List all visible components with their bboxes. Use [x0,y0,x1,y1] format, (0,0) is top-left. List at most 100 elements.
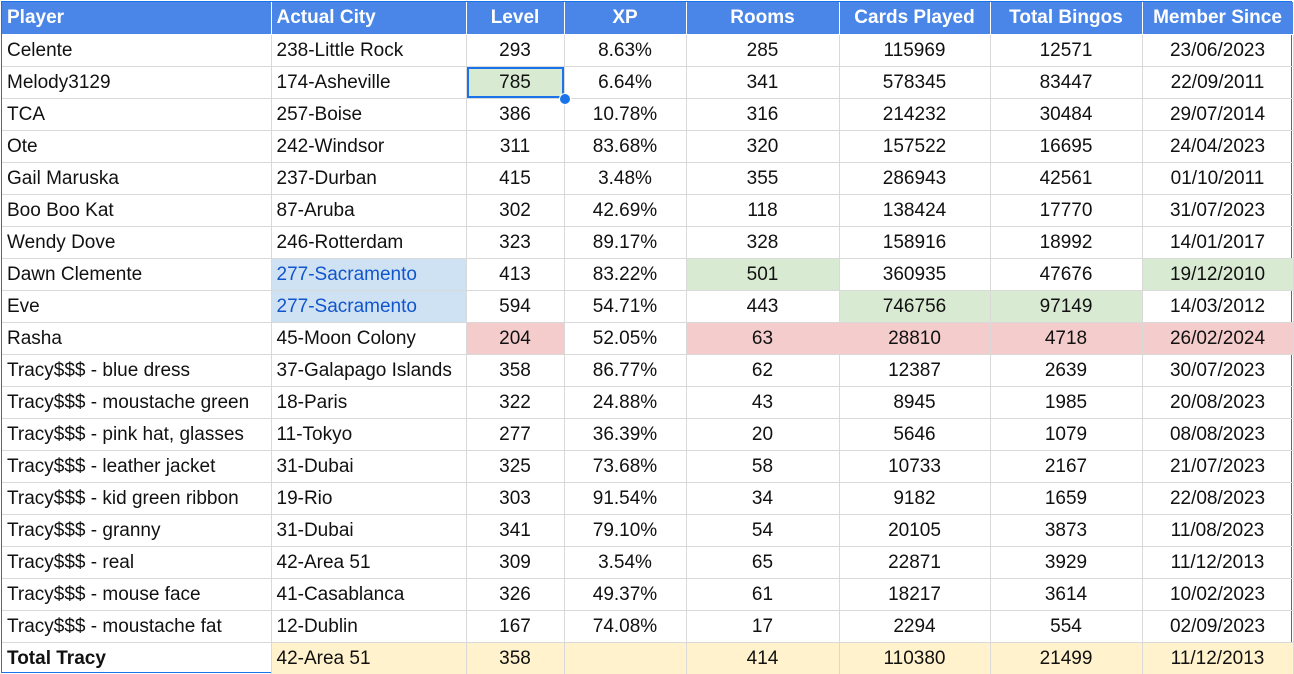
total-xp-cell[interactable] [564,642,687,674]
player-cell[interactable]: Rasha [2,322,272,355]
member-since-cell[interactable]: 21/07/2023 [1142,450,1294,483]
player-cell[interactable]: Ote [2,130,272,163]
level-cell[interactable]: 358 [466,354,565,387]
city-cell[interactable]: 174-Asheville [271,66,467,99]
cards-played-cell[interactable]: 138424 [839,194,991,227]
xp-cell[interactable]: 83.68% [564,130,687,163]
city-cell[interactable]: 19-Rio [271,482,467,515]
member-since-cell[interactable]: 29/07/2014 [1142,98,1294,131]
level-cell[interactable]: 326 [466,578,565,611]
city-cell[interactable]: 18-Paris [271,386,467,419]
level-cell[interactable]: 325 [466,450,565,483]
member-since-cell[interactable]: 22/09/2011 [1142,66,1294,99]
city-cell[interactable]: 246-Rotterdam [271,226,467,259]
cards-played-cell[interactable]: 5646 [839,418,991,451]
city-cell[interactable]: 257-Boise [271,98,467,131]
xp-cell[interactable]: 36.39% [564,418,687,451]
rooms-cell[interactable]: 63 [686,322,840,355]
rooms-cell[interactable]: 443 [686,290,840,323]
header-xp[interactable]: XP [564,2,687,35]
total-bingos-cell[interactable]: 42561 [990,162,1143,195]
total-bingos-cell[interactable]: 554 [990,610,1143,643]
member-since-cell[interactable]: 11/12/2013 [1142,546,1294,579]
xp-cell[interactable]: 6.64% [564,66,687,99]
total-rooms-cell[interactable]: 414 [686,642,840,674]
level-cell[interactable]: 293 [466,34,565,67]
member-since-cell[interactable]: 30/07/2023 [1142,354,1294,387]
total-bingos-cell[interactable]: 83447 [990,66,1143,99]
member-since-cell[interactable]: 02/09/2023 [1142,610,1294,643]
total-bingos-cell[interactable]: 2639 [990,354,1143,387]
city-cell[interactable]: 45-Moon Colony [271,322,467,355]
total-city-cell[interactable]: 42-Area 51 [271,642,467,674]
cards-played-cell[interactable]: 8945 [839,386,991,419]
xp-cell[interactable]: 54.71% [564,290,687,323]
xp-cell[interactable]: 49.37% [564,578,687,611]
rooms-cell[interactable]: 54 [686,514,840,547]
total-bingos-cell[interactable]: 16695 [990,130,1143,163]
header-cards-played[interactable]: Cards Played [839,2,991,35]
city-cell[interactable]: 42-Area 51 [271,546,467,579]
cards-played-cell[interactable]: 2294 [839,610,991,643]
city-cell[interactable]: 31-Dubai [271,514,467,547]
player-cell[interactable]: Boo Boo Kat [2,194,272,227]
header-level[interactable]: Level [466,2,565,35]
level-cell[interactable]: 386 [466,98,565,131]
total-bingos-cell[interactable]: 47676 [990,258,1143,291]
city-cell[interactable]: 242-Windsor [271,130,467,163]
rooms-cell[interactable]: 316 [686,98,840,131]
cards-played-cell[interactable]: 214232 [839,98,991,131]
player-cell[interactable]: Tracy$$$ - moustache fat [2,610,272,643]
cards-played-cell[interactable]: 20105 [839,514,991,547]
rooms-cell[interactable]: 34 [686,482,840,515]
rooms-cell[interactable]: 328 [686,226,840,259]
member-since-cell[interactable]: 24/04/2023 [1142,130,1294,163]
header-actual-city[interactable]: Actual City [271,2,467,35]
player-cell[interactable]: Tracy$$$ - mouse face [2,578,272,611]
total-bingos-cell[interactable]: 3614 [990,578,1143,611]
xp-cell[interactable]: 42.69% [564,194,687,227]
rooms-cell[interactable]: 65 [686,546,840,579]
total-bingos-cell[interactable]: 3929 [990,546,1143,579]
player-cell[interactable]: Wendy Dove [2,226,272,259]
xp-cell[interactable]: 10.78% [564,98,687,131]
level-cell[interactable]: 415 [466,162,565,195]
member-since-cell[interactable]: 26/02/2024 [1142,322,1294,355]
member-since-cell[interactable]: 20/08/2023 [1142,386,1294,419]
total-total-bingos-cell[interactable]: 21499 [990,642,1143,674]
total-member-since-cell[interactable]: 11/12/2013 [1142,642,1294,674]
xp-cell[interactable]: 79.10% [564,514,687,547]
player-cell[interactable]: Tracy$$$ - real [2,546,272,579]
level-cell[interactable]: 323 [466,226,565,259]
cards-played-cell[interactable]: 22871 [839,546,991,579]
rooms-cell[interactable]: 61 [686,578,840,611]
rooms-cell[interactable]: 501 [686,258,840,291]
player-cell[interactable]: Melody3129 [2,66,272,99]
city-cell[interactable]: 31-Dubai [271,450,467,483]
city-cell[interactable]: 12-Dublin [271,610,467,643]
cards-played-cell[interactable]: 286943 [839,162,991,195]
total-player-cell[interactable]: Total Tracy [2,642,272,674]
player-cell[interactable]: Tracy$$$ - granny [2,514,272,547]
cards-played-cell[interactable]: 12387 [839,354,991,387]
city-cell[interactable]: 87-Aruba [271,194,467,227]
xp-cell[interactable]: 91.54% [564,482,687,515]
rooms-cell[interactable]: 20 [686,418,840,451]
xp-cell[interactable]: 24.88% [564,386,687,419]
total-level-cell[interactable]: 358 [466,642,565,674]
total-bingos-cell[interactable]: 3873 [990,514,1143,547]
player-cell[interactable]: Tracy$$$ - pink hat, glasses [2,418,272,451]
xp-cell[interactable]: 52.05% [564,322,687,355]
total-bingos-cell[interactable]: 2167 [990,450,1143,483]
xp-cell[interactable]: 3.54% [564,546,687,579]
total-bingos-cell[interactable]: 1659 [990,482,1143,515]
level-cell[interactable]: 309 [466,546,565,579]
member-since-cell[interactable]: 08/08/2023 [1142,418,1294,451]
level-cell[interactable]: 322 [466,386,565,419]
total-bingos-cell[interactable]: 4718 [990,322,1143,355]
total-bingos-cell[interactable]: 17770 [990,194,1143,227]
member-since-cell[interactable]: 10/02/2023 [1142,578,1294,611]
rooms-cell[interactable]: 355 [686,162,840,195]
rooms-cell[interactable]: 118 [686,194,840,227]
xp-cell[interactable]: 83.22% [564,258,687,291]
